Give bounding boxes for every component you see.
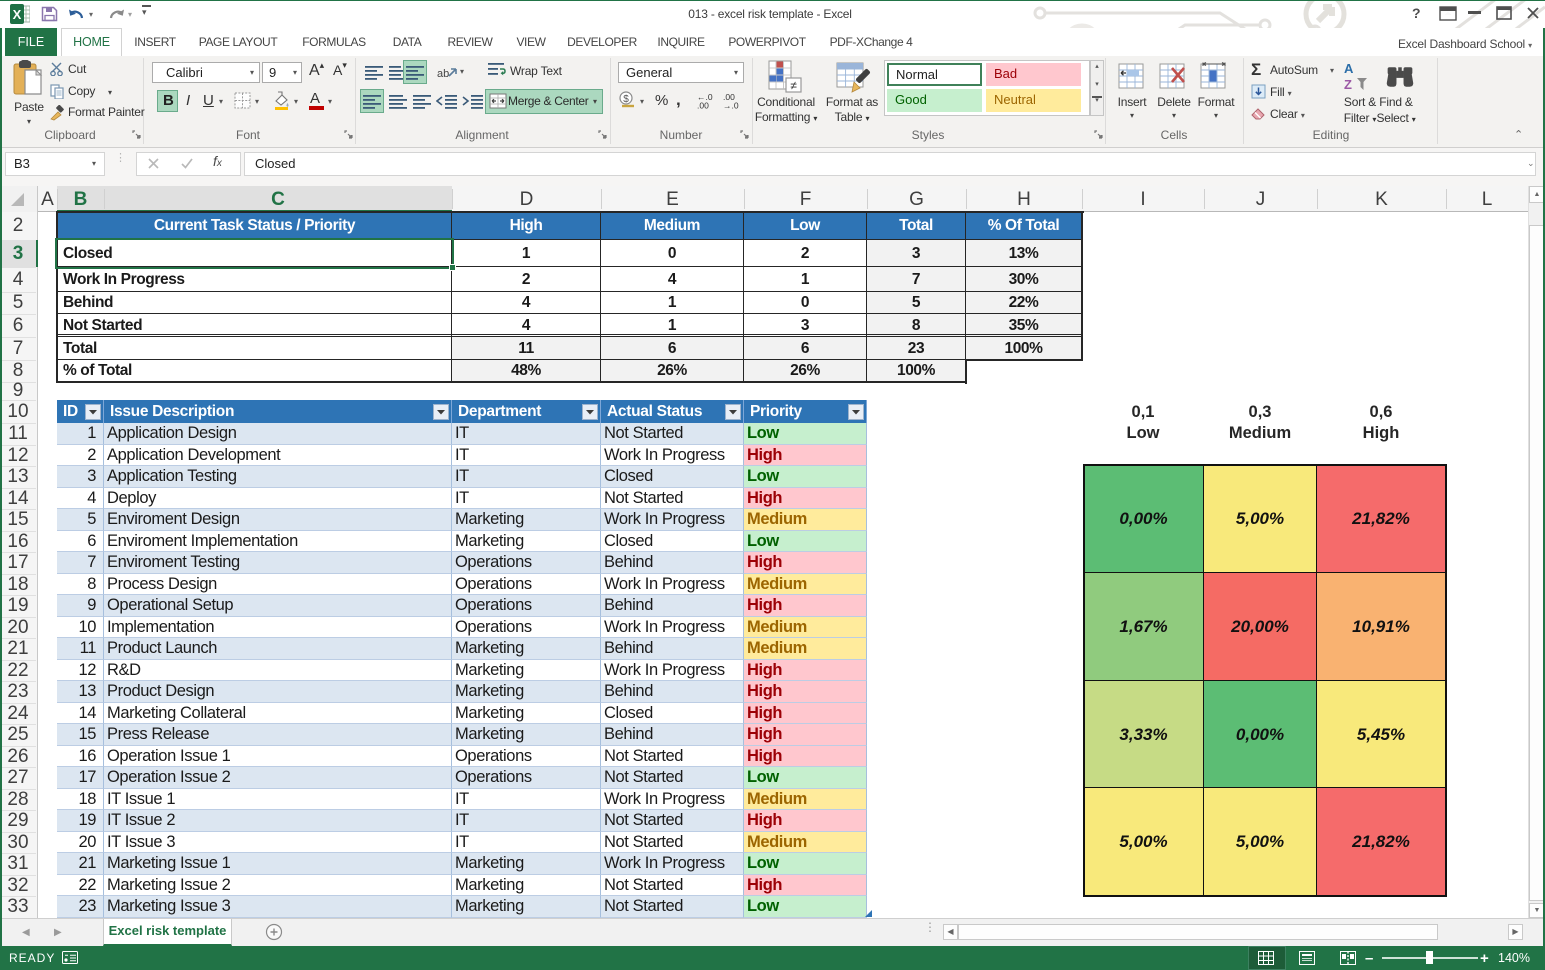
svg-text:≠: ≠ bbox=[790, 79, 797, 93]
svg-text:→.0: →.0 bbox=[723, 101, 739, 110]
svg-text:A: A bbox=[1344, 61, 1354, 76]
svg-text:.00: .00 bbox=[697, 101, 709, 110]
svg-text:$: $ bbox=[623, 94, 629, 105]
svg-text:.00: .00 bbox=[723, 92, 735, 102]
svg-text:←.0: ←.0 bbox=[697, 92, 713, 102]
svg-text:Z: Z bbox=[1344, 77, 1352, 92]
svg-text:X: X bbox=[13, 7, 22, 22]
svg-text:ab: ab bbox=[437, 68, 449, 80]
